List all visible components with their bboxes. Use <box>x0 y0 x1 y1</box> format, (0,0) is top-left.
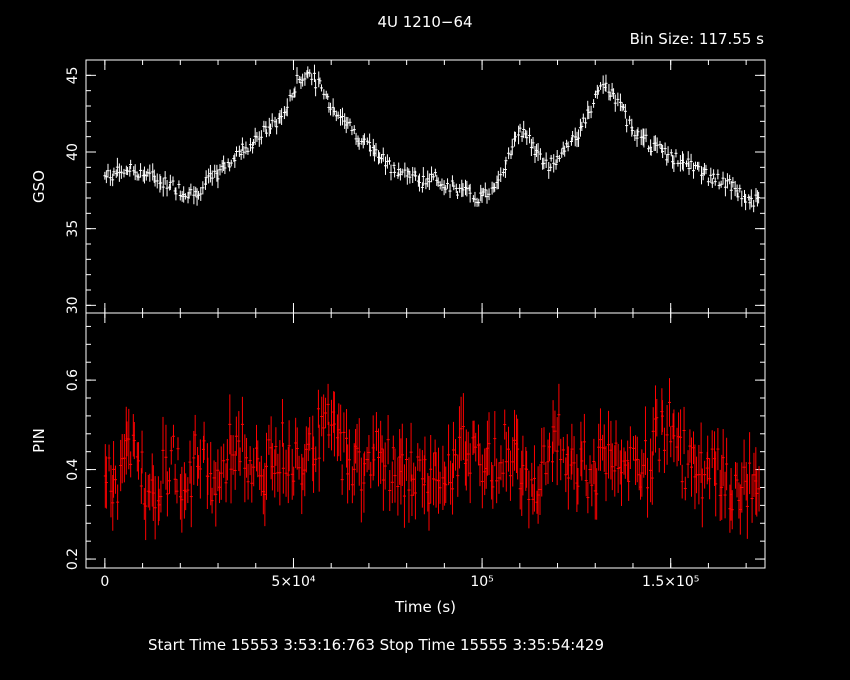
y-tick-label: 30 <box>65 296 81 314</box>
time-range-footer: Start Time 15553 3:53:16:763 Stop Time 1… <box>148 636 604 654</box>
y-axis-label-pin: PIN <box>30 428 48 453</box>
y-axis-label-gso: GSO <box>30 170 48 203</box>
y-tick-label: 40 <box>65 143 81 161</box>
x-axis-label: Time (s) <box>394 598 456 616</box>
y-tick-label: 35 <box>65 220 81 238</box>
x-tick-label: 1.5×10⁵ <box>642 574 699 590</box>
x-tick-label: 10⁵ <box>470 574 493 590</box>
chart-title: 4U 1210−64 <box>377 13 473 31</box>
panel-frame-pin <box>85 312 766 569</box>
x-tick-label: 5×10⁴ <box>271 574 315 590</box>
y-tick-label: 0.2 <box>65 548 81 570</box>
y-tick-label: 45 <box>65 66 81 84</box>
x-tick-label: 0 <box>100 574 109 590</box>
y-tick-label: 0.4 <box>65 458 81 480</box>
bin-size-label: Bin Size: 117.55 s <box>629 30 764 48</box>
y-tick-label: 0.6 <box>65 369 81 391</box>
